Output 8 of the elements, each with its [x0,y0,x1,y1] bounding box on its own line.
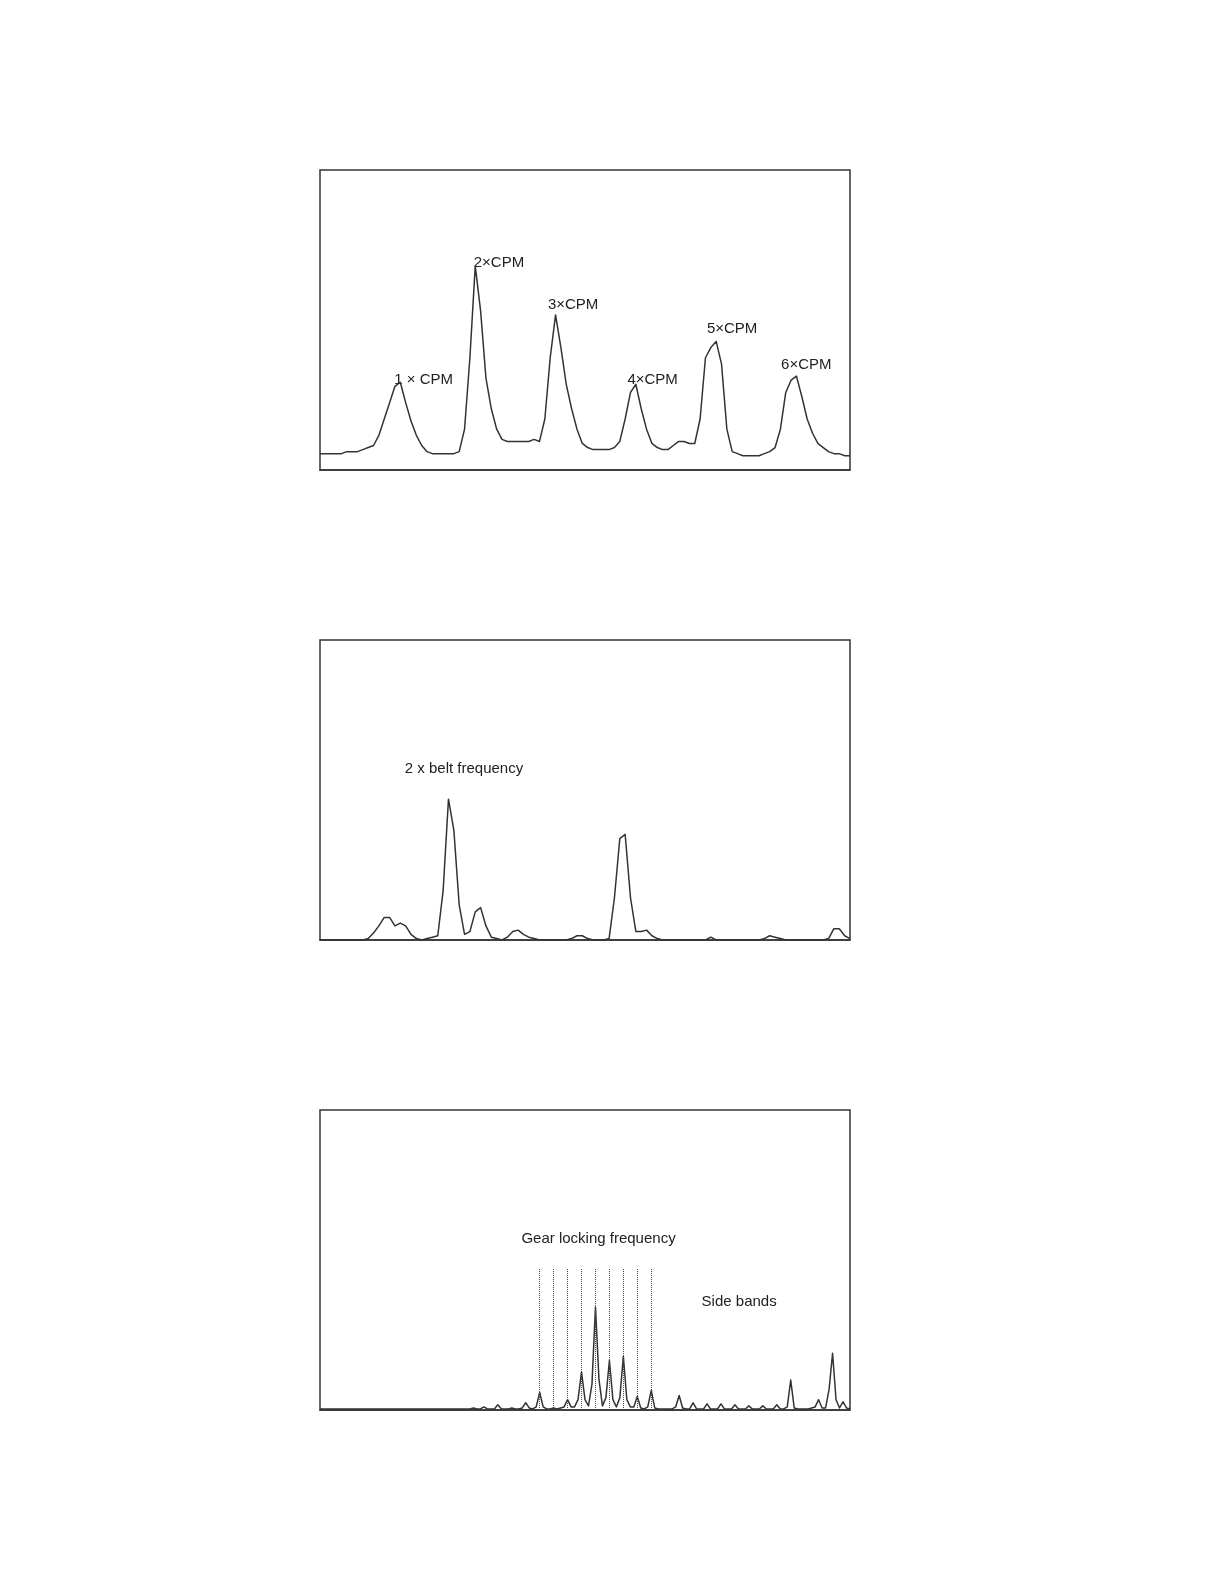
text: Gear locking frequency [521,1229,677,1246]
annotation: 4×CPM [627,370,678,387]
annotation: 3×CPM [547,295,599,312]
text: 2 x belt frequency [404,759,524,776]
annotation: 2×CPM [473,253,525,270]
annotation: 6×CPM [781,355,832,372]
annotation: Side bands [701,1292,777,1309]
annotation: 5×CPM [706,319,758,336]
